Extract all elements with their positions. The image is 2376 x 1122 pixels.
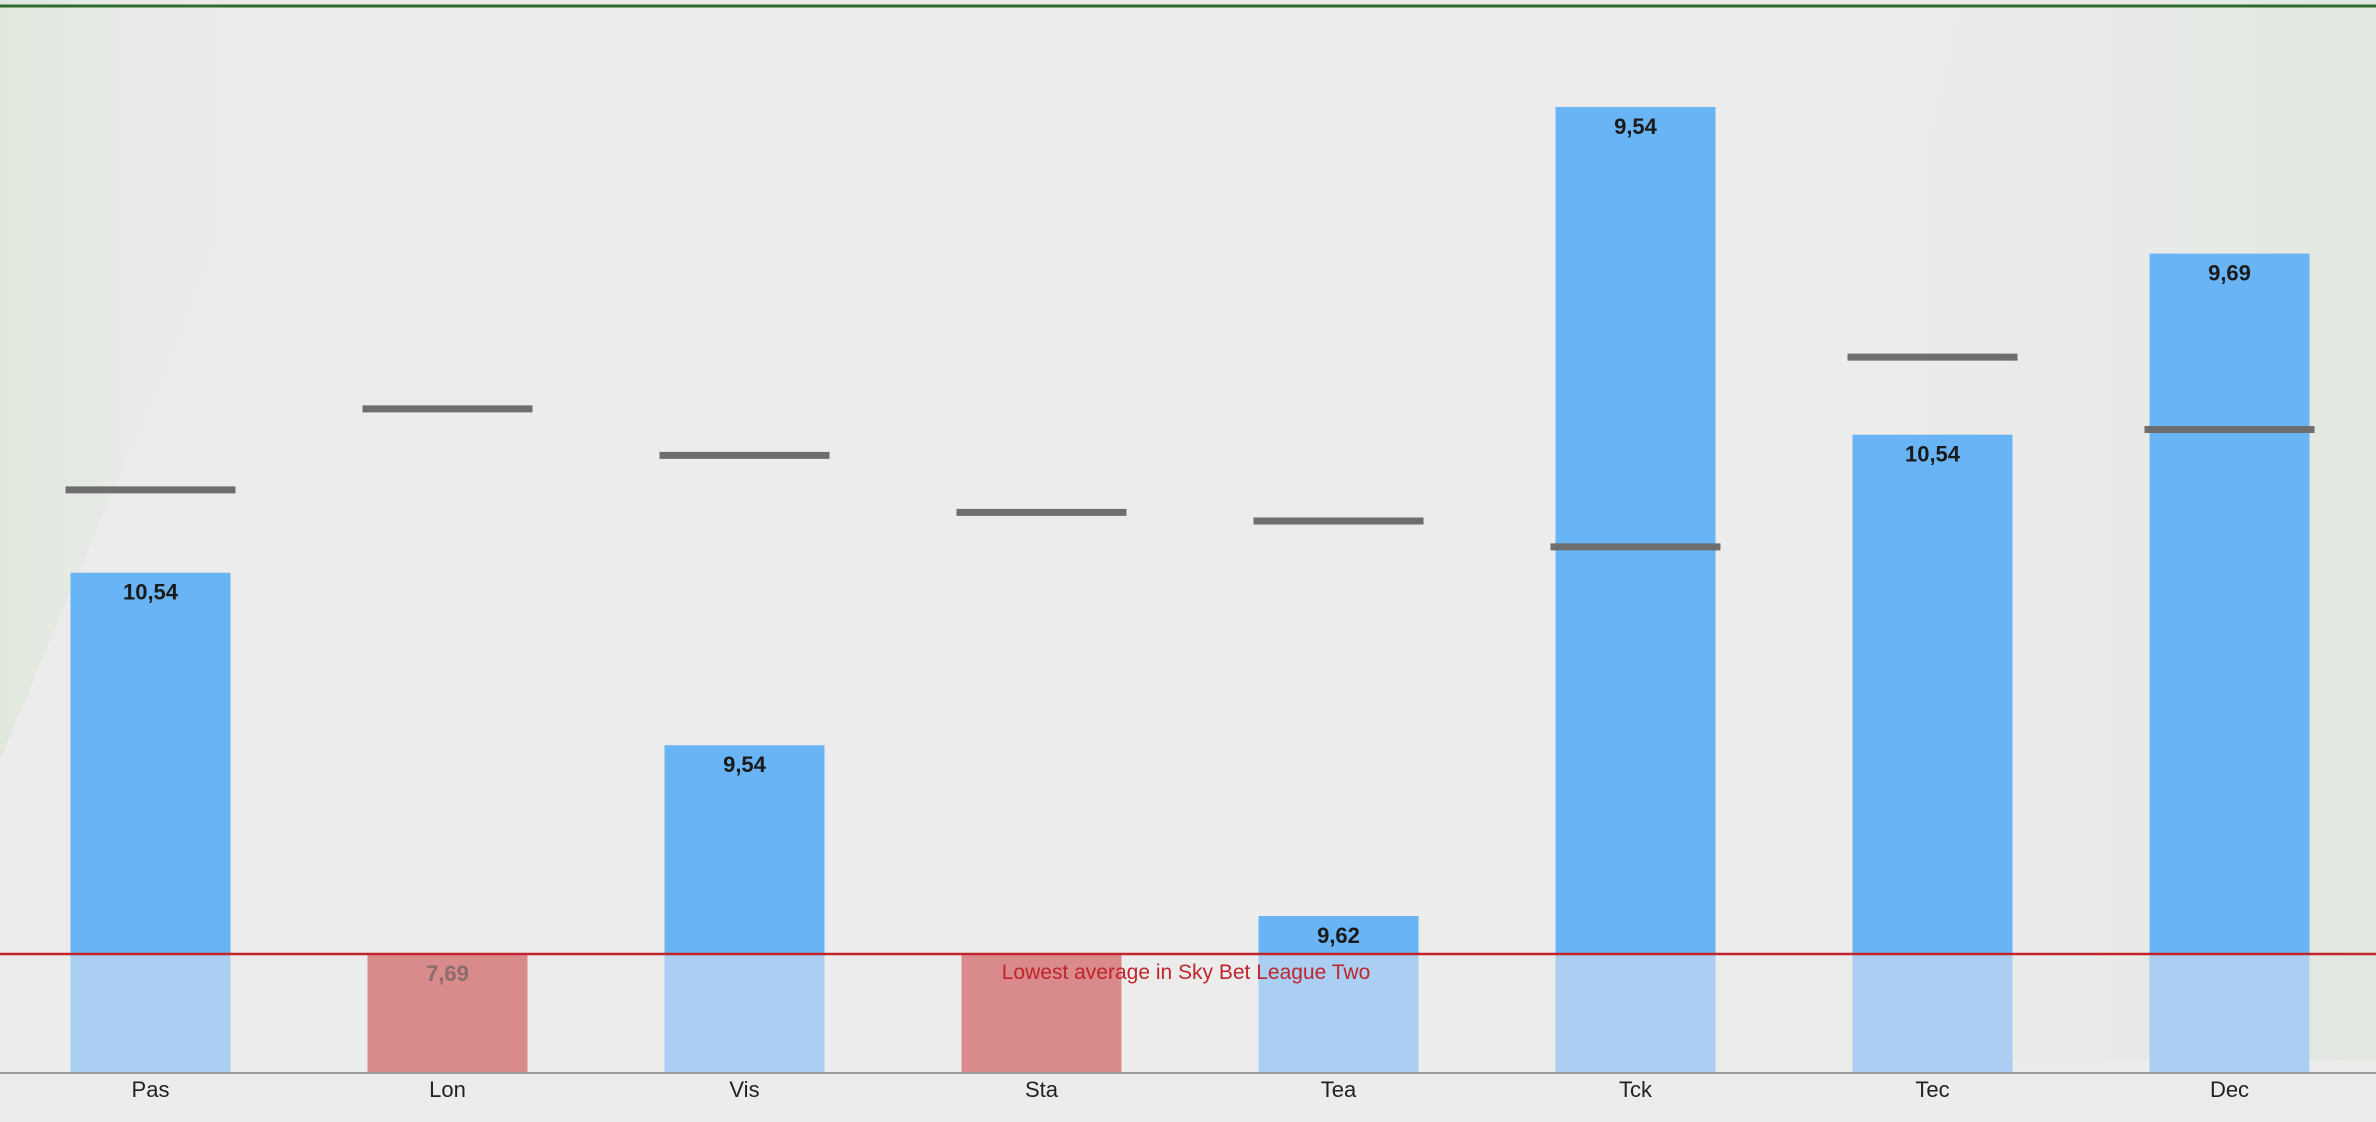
tick-label-tec: Tec (1915, 1077, 1949, 1102)
bar-base-vis (664, 953, 825, 1073)
bar-base-tck (1555, 953, 1716, 1073)
value-label-tec: 10,54 (1905, 442, 1961, 467)
background-decoration (0, 0, 2376, 1060)
value-labels: 10,54 7,69 9,54 9,62 9,54 10,54 9,69 (123, 114, 2251, 986)
bar-base-tea (1258, 953, 1419, 1073)
bar-tec (1852, 434, 2013, 954)
value-label-pas: 10,54 (123, 580, 179, 605)
bar-base-tec (1852, 953, 2013, 1073)
tick-label-pas: Pas (132, 1077, 170, 1102)
bars-above-reference (70, 106, 2310, 954)
reference-line-label: Lowest average in Sky Bet League Two (1002, 961, 1371, 984)
tick-label-tea: Tea (1321, 1077, 1357, 1102)
bar-tea (1258, 916, 1419, 954)
value-label-tck: 9,54 (1614, 114, 1658, 139)
bar-lon (367, 953, 528, 1073)
tick-label-lon: Lon (429, 1077, 466, 1102)
bar-pas (70, 572, 231, 954)
value-label-dec: 9,69 (2208, 261, 2251, 286)
bars-below-reference (70, 953, 2310, 1073)
tick-label-vis: Vis (729, 1077, 759, 1102)
tick-label-sta: Sta (1025, 1077, 1059, 1102)
bar-base-dec (2149, 953, 2310, 1073)
bar-vis (664, 745, 825, 954)
value-label-lon: 7,69 (426, 961, 469, 986)
bar-base-pas (70, 953, 231, 1073)
average-markers (65, 353, 2315, 551)
tick-label-dec: Dec (2210, 1077, 2249, 1102)
value-label-tea: 9,62 (1317, 923, 1360, 948)
tick-label-tck: Tck (1619, 1077, 1653, 1102)
value-label-vis: 9,54 (723, 752, 767, 777)
bar-tck (1555, 106, 1716, 954)
bar-dec (2149, 253, 2310, 954)
bar-sta (961, 953, 1122, 1073)
x-axis-tick-labels: Pas Lon Vis Sta Tea Tck Tec Dec (132, 1077, 2250, 1102)
